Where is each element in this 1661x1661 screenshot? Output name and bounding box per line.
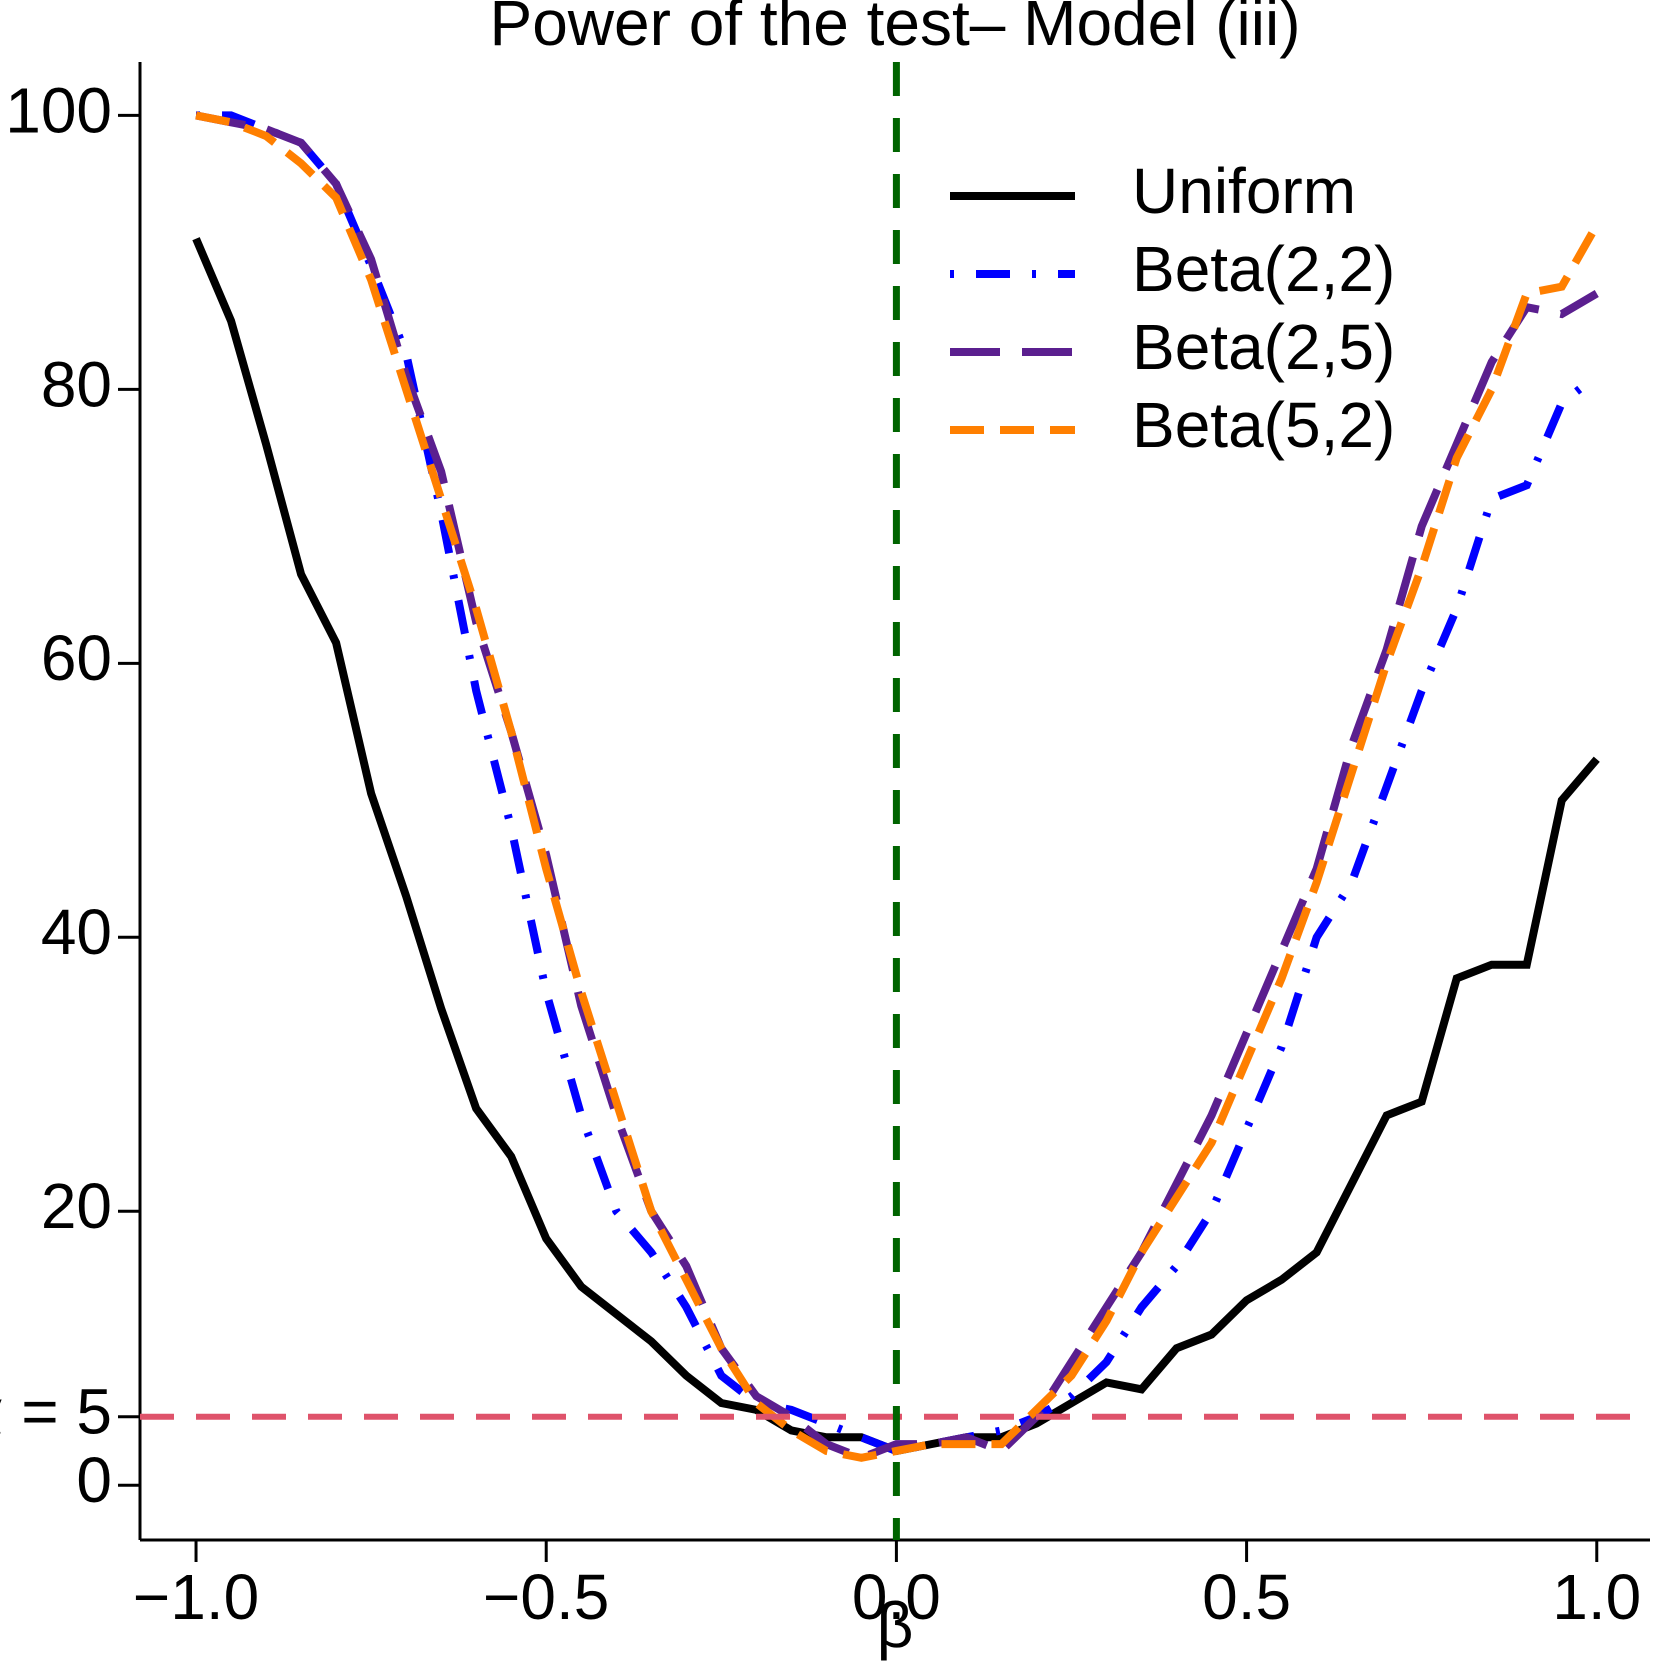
x-tick-label: −1.0 xyxy=(133,1561,259,1633)
y-tick-label: 100 xyxy=(5,74,112,146)
y-tick-label: 60 xyxy=(41,622,112,694)
x-axis-label: β xyxy=(877,1589,914,1661)
chart-title: Power of the test– Model (iii) xyxy=(490,0,1301,59)
y-tick-label: 40 xyxy=(41,896,112,968)
y-tick-label: 0 xyxy=(76,1444,112,1516)
x-tick-label: 1.0 xyxy=(1552,1561,1641,1633)
legend-label: Beta(5,2) xyxy=(1132,389,1395,461)
y-tick-label: 80 xyxy=(41,348,112,420)
legend-label: Beta(2,2) xyxy=(1132,233,1395,305)
legend-label: Beta(2,5) xyxy=(1132,311,1395,383)
x-tick-label: −0.5 xyxy=(483,1561,609,1633)
legend-label: Uniform xyxy=(1132,155,1356,227)
x-tick-label: 0.5 xyxy=(1202,1561,1291,1633)
series-line xyxy=(195,111,1601,1462)
y-tick-label: α = 5 xyxy=(0,1376,112,1448)
y-tick-label: 20 xyxy=(41,1170,112,1242)
series-line xyxy=(195,111,1599,1463)
series-line xyxy=(196,111,1600,1456)
x-tick-label: 0.0 xyxy=(852,1561,941,1633)
